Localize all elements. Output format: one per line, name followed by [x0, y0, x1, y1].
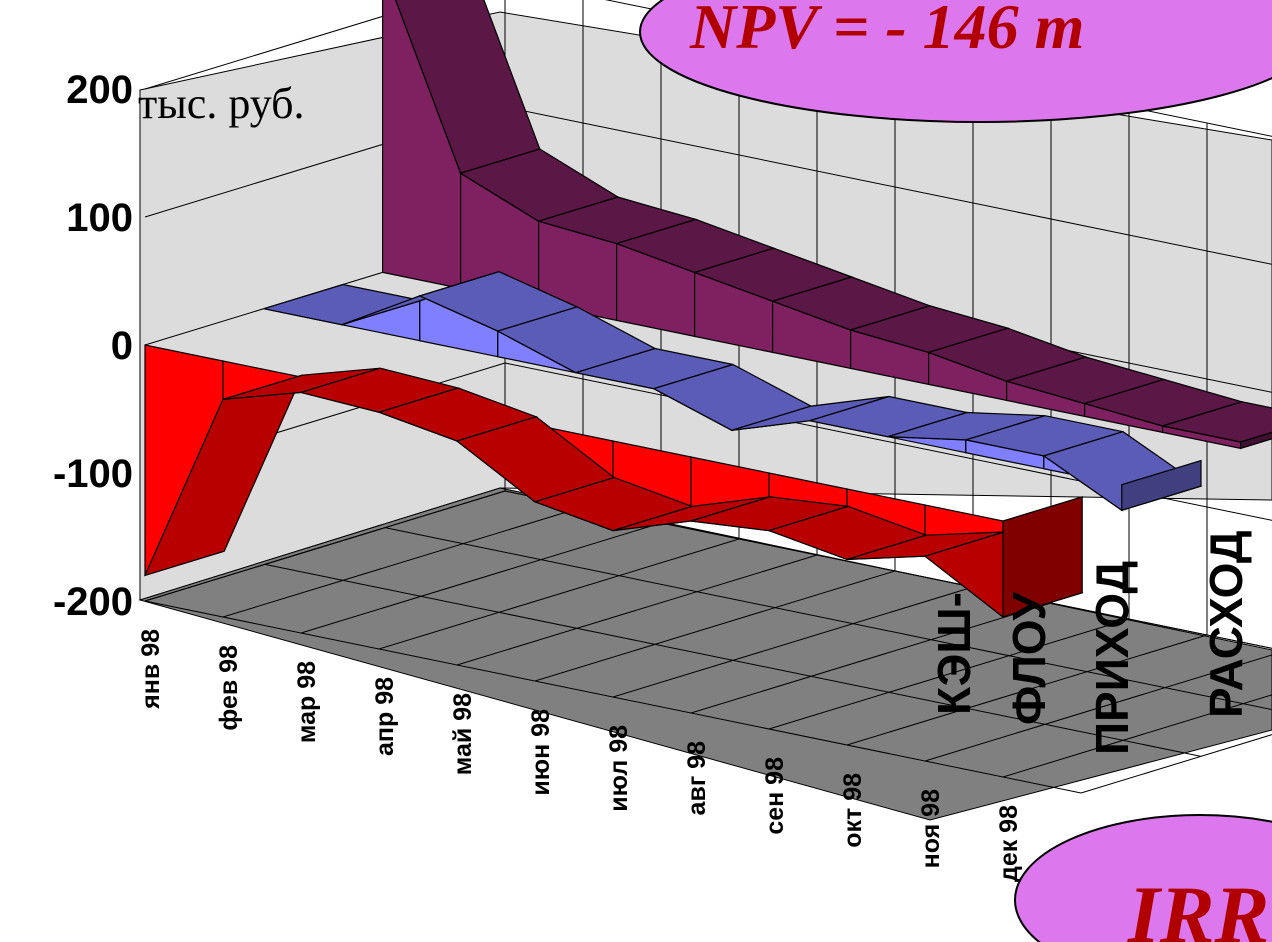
floor-gridline — [612, 586, 974, 698]
series-label-cashflow-1: КЭШ- — [928, 592, 980, 715]
series-1 — [263, 271, 1203, 512]
y-tick-label: -200 — [53, 580, 133, 624]
floor-gridline — [264, 563, 1202, 757]
series-label-income: ПРИХОД — [1086, 561, 1138, 755]
floor-gridline — [534, 570, 896, 682]
x-tick-label: дек 98 — [995, 805, 1023, 882]
series-label-cashflow-2: ФЛОУ — [1003, 591, 1055, 725]
floor-gridline — [924, 654, 1272, 762]
x-tick-label: ноя 98 — [917, 789, 945, 868]
x-tick-label: июн 98 — [527, 709, 555, 796]
floor-gridline — [1080, 734, 1272, 794]
npv-text: NPV = - 146 т — [689, 0, 1084, 62]
irr-text: IRR — [1127, 869, 1269, 942]
series-label-expense: РАСХОД — [1200, 530, 1252, 718]
series-layer — [143, 0, 1272, 619]
series-0 — [143, 344, 1084, 619]
series-cap-0 — [1002, 495, 1083, 618]
x-tick-label: фев 98 — [215, 645, 243, 731]
series-cap-1 — [1121, 459, 1202, 512]
x-tick-label: авг 98 — [683, 741, 711, 816]
y-tick-label: 0 — [111, 324, 133, 368]
irr-bubble — [1014, 814, 1272, 942]
y-tick-label: 200 — [66, 68, 133, 112]
floor-gridline — [846, 634, 1208, 746]
y-tick-label: -100 — [53, 452, 133, 496]
x-tick-label: апр 98 — [371, 677, 399, 756]
y-axis-ticks: 200 100 0 -100 -200 — [53, 68, 133, 624]
floor-gridline — [144, 600, 1082, 794]
y-tick-label: 100 — [66, 196, 133, 240]
x-tick-label: май 98 — [449, 693, 477, 775]
x-tick-label: сен 98 — [761, 757, 789, 835]
series-top-2 — [1162, 401, 1272, 443]
x-tick-label: янв 98 — [137, 629, 165, 710]
x-tick-label: мар 98 — [293, 661, 321, 743]
x-axis-ticks: янв 98 фев 98 мар 98 апр 98 май 98 июн 98 июл … — [137, 629, 1023, 882]
x-tick-label: окт 98 — [839, 773, 867, 848]
floor-gridline — [144, 490, 506, 602]
wall-gridline — [144, 0, 438, 90]
x-tick-label: июл 98 — [605, 725, 633, 812]
floor-gridline — [1002, 694, 1272, 778]
series-cap-2 — [1239, 431, 1272, 450]
floor-gridline — [378, 538, 740, 650]
floor-gridline — [768, 618, 1130, 730]
floor-gridline — [222, 506, 584, 618]
floor-gridline — [690, 602, 1052, 714]
npv-bubble — [639, 0, 1272, 123]
floor-gridline — [456, 554, 818, 666]
floor-gridline — [384, 527, 1272, 711]
floor-gridline — [300, 522, 662, 634]
series-2 — [382, 0, 1272, 450]
unit-label: тыс. руб. — [138, 79, 305, 128]
floor — [138, 487, 1272, 821]
